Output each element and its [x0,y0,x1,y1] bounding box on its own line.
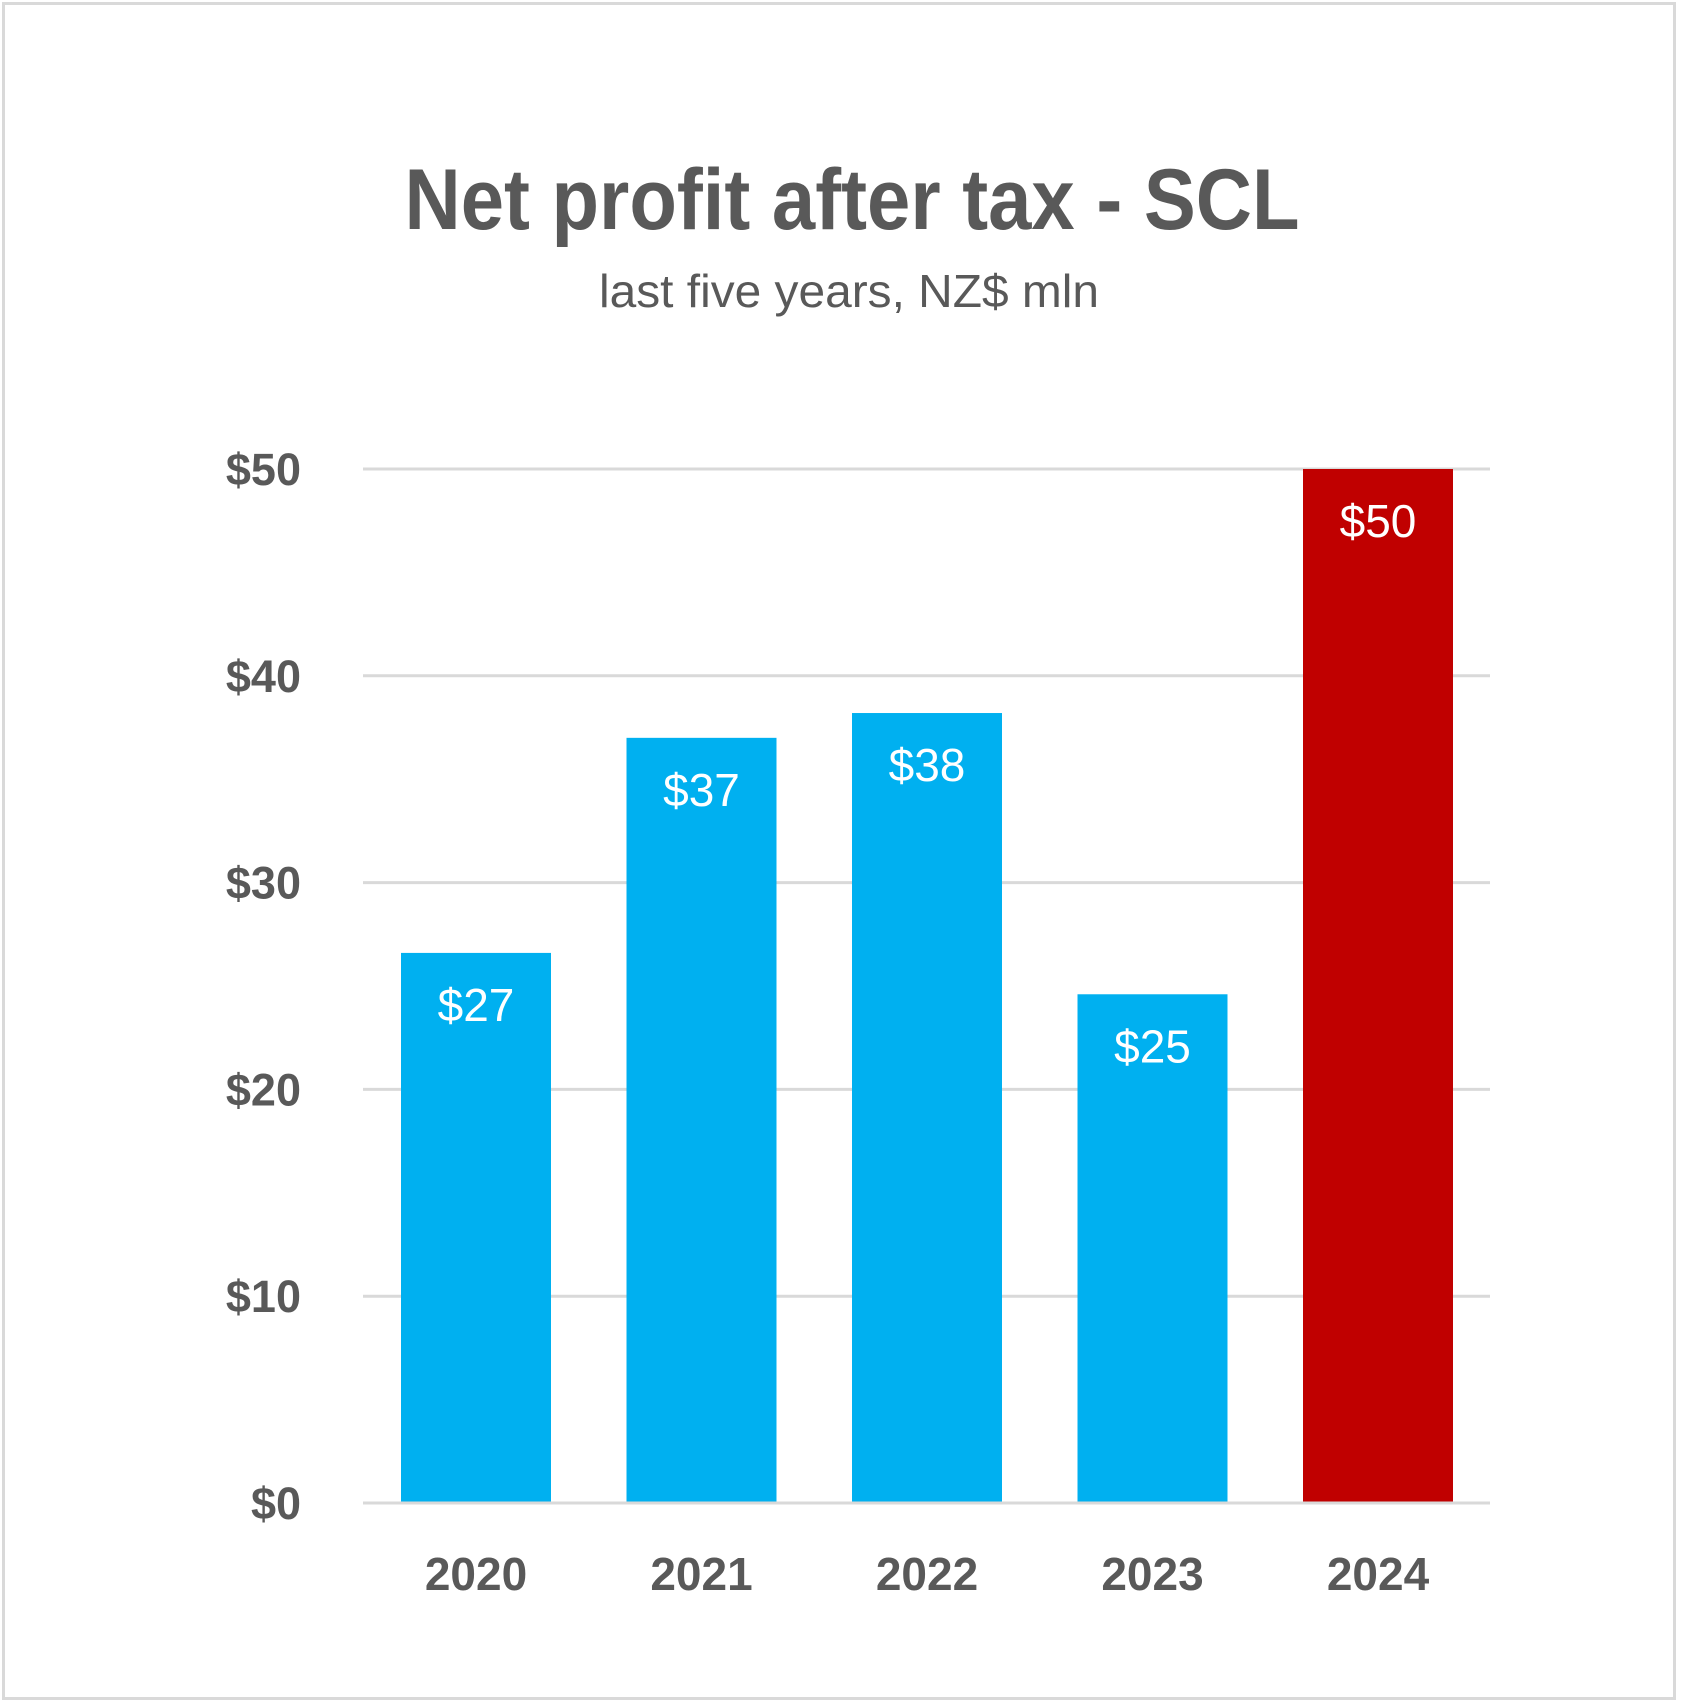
data-label-2023: $25 [1114,1020,1191,1072]
data-labels: $27 $37 $38 $25 $50 [438,495,1417,1072]
chart-title: Net profit after tax - SCL [405,152,1300,248]
x-tick-label: 2022 [876,1548,978,1600]
y-tick-label: $40 [226,651,301,702]
bars [401,469,1453,1502]
y-axis-tick-labels: $0 $10 $20 $30 $40 $50 [226,444,301,1529]
data-label-2020: $27 [438,979,515,1031]
y-tick-label: $0 [251,1478,301,1529]
x-tick-label: 2023 [1101,1548,1203,1600]
y-tick-label: $50 [226,444,301,495]
y-tick-label: $10 [226,1271,301,1322]
data-label-2021: $37 [663,764,740,816]
data-label-2024: $50 [1340,495,1417,547]
bar-2024 [1303,469,1453,1502]
x-tick-label: 2020 [425,1548,527,1600]
y-tick-label: $30 [226,858,301,909]
x-axis-tick-labels: 2020 2021 2022 2023 2024 [425,1548,1430,1600]
y-tick-label: $20 [226,1064,301,1115]
x-tick-label: 2024 [1327,1548,1430,1600]
bar-2021 [626,737,777,1502]
bar-2023 [1077,994,1228,1502]
chart-subtitle: last five years, NZ$ mln [599,265,1099,317]
data-label-2022: $38 [889,739,966,791]
bar-2020 [401,952,551,1502]
x-tick-label: 2021 [650,1548,752,1600]
bar-2022 [852,713,1002,1502]
